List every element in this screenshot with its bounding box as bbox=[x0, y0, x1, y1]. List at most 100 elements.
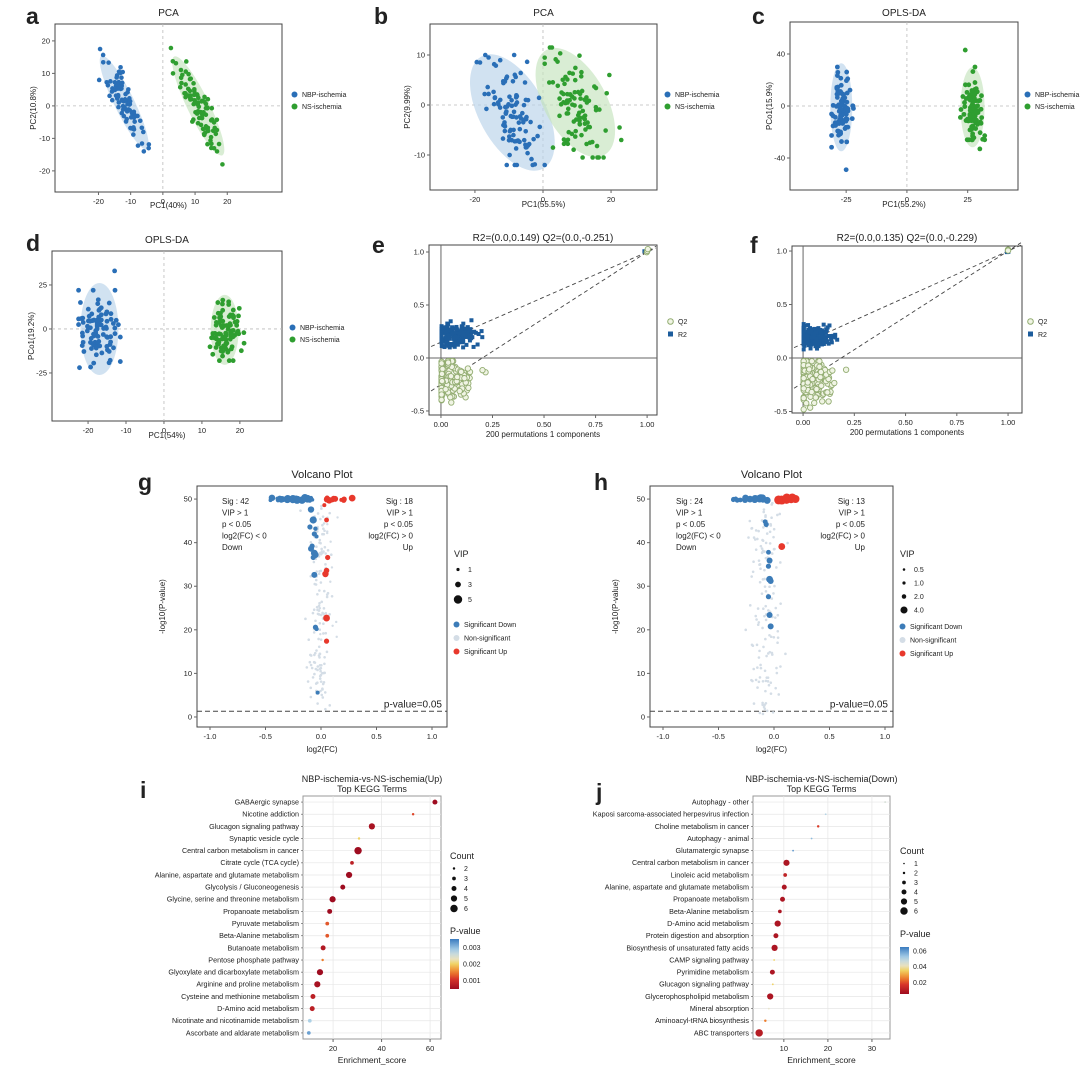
kegg-term-label: Autophagy - animal bbox=[687, 834, 749, 843]
kegg-dot bbox=[778, 909, 782, 914]
y-tick-label: 0 bbox=[46, 101, 50, 110]
kegg-term-label: Glucagon signaling pathway bbox=[659, 980, 749, 989]
annotation-line: p < 0.05 bbox=[836, 520, 866, 529]
x-tick-label: -20 bbox=[470, 195, 481, 204]
y-tick-label: 50 bbox=[637, 495, 645, 504]
kegg-term-label: Pentose phosphate pathway bbox=[208, 955, 299, 964]
colorbar-title: P-value bbox=[900, 929, 931, 939]
panel-i: i NBP-ischemia-vs-NS-ischemia(Up) Top KEGG… bbox=[110, 770, 560, 1069]
size-legend-label: 3 bbox=[914, 880, 918, 887]
x-tick-label: -1.0 bbox=[204, 732, 217, 741]
annotation-line: p < 0.05 bbox=[384, 520, 414, 529]
x-tick-label: 0.75 bbox=[588, 420, 603, 429]
panel-h: h Volcano Plot p-value=0.05 -1.0 -0.5 0.0 0.5 1… bbox=[560, 460, 1080, 760]
data-point bbox=[324, 517, 329, 523]
data-point bbox=[607, 72, 612, 78]
kegg-dot bbox=[314, 981, 321, 988]
size-legend-title: Count bbox=[900, 846, 925, 856]
kegg-term-label: GABAergic synapse bbox=[235, 797, 299, 806]
kegg-dot bbox=[340, 884, 346, 890]
legend-item-label: Q2 bbox=[1038, 319, 1047, 326]
panel-title: Top KEGG Terms bbox=[337, 784, 407, 794]
data-point bbox=[323, 614, 330, 622]
kegg-term-label: Propanoate metabolism bbox=[673, 895, 749, 904]
kegg-dot bbox=[329, 896, 336, 903]
scatter-points bbox=[76, 268, 247, 371]
y-tick-label: 40 bbox=[777, 49, 785, 58]
kegg-term-label: Glycolysis / Gluconeogenesis bbox=[205, 883, 299, 892]
panel-title: Volcano Plot bbox=[291, 469, 352, 481]
y-tick-label: 0 bbox=[421, 101, 425, 110]
confidence-ellipse bbox=[535, 47, 616, 158]
panel-i-chart: i NBP-ischemia-vs-NS-ischemia(Up)Top KEGG… bbox=[140, 774, 481, 1065]
legend: VIP 1 3 5 Significant Down Non-significant Sig… bbox=[453, 549, 516, 656]
x-tick-label: 40 bbox=[377, 1044, 385, 1053]
y-tick-label: 0 bbox=[641, 712, 645, 721]
colorbar-tick-label: 0.001 bbox=[463, 978, 481, 985]
size-legend-label: 6 bbox=[914, 909, 918, 916]
kegg-dot bbox=[780, 896, 785, 902]
data-point bbox=[977, 146, 983, 152]
x-tick-label: 0.00 bbox=[434, 420, 449, 429]
data-point bbox=[765, 594, 772, 600]
x-tick-label: -20 bbox=[83, 426, 94, 435]
x-tick-label: -25 bbox=[841, 195, 852, 204]
size-legend-label: 4 bbox=[464, 886, 468, 893]
y-tick-label: 1.0 bbox=[777, 247, 787, 256]
y-tick-label: -10 bbox=[414, 151, 425, 160]
kegg-term-label: Nicotine addiction bbox=[242, 810, 299, 819]
legend-item-label: NS-ischemia bbox=[675, 104, 715, 111]
y-tick-label: 10 bbox=[42, 69, 50, 78]
x-tick-label: 0.50 bbox=[898, 418, 913, 427]
panel-title: NBP-ischemia-vs-NS-ischemia(Down) bbox=[745, 774, 897, 784]
kegg-dot bbox=[773, 933, 779, 939]
kegg-term-label: D-Amino acid metabolism bbox=[217, 1004, 299, 1013]
kegg-dot bbox=[345, 871, 353, 879]
y-axis-label: PC2(9.99%) bbox=[403, 85, 412, 129]
panel-d-chart: d OPLS-DA -20 -10 0 10 20 -25 0 25 PC1(54%) PCo1(19… bbox=[26, 230, 344, 440]
data-point bbox=[617, 125, 622, 130]
y-tick-label: -40 bbox=[774, 154, 785, 163]
kegg-term-label: Aminoacyl-tRNA biosynthesis bbox=[655, 1016, 749, 1025]
size-legend-title: Count bbox=[450, 851, 475, 861]
y-tick-label: 20 bbox=[184, 625, 192, 634]
x-axis-label: PC1(54%) bbox=[149, 431, 186, 440]
data-point bbox=[322, 570, 329, 578]
panel-d: d OPLS-DA -20 -10 0 10 20 -25 0 25 PC1(54%) PCo1(19… bbox=[0, 225, 360, 455]
plot-body bbox=[429, 245, 657, 415]
kegg-term-label: Citrate cycle (TCA cycle) bbox=[220, 858, 299, 867]
kegg-term-label: Central carbon metabolism in cancer bbox=[632, 858, 750, 867]
y-tick-label: 10 bbox=[417, 51, 425, 60]
x-tick-label: 1.00 bbox=[640, 420, 655, 429]
legend-item-label: R2 bbox=[678, 332, 687, 339]
pvalue-cutoff-label: p-value=0.05 bbox=[384, 699, 443, 710]
panel-j-chart: j NBP-ischemia-vs-NS-ischemia(Down)Top KE… bbox=[593, 774, 931, 1065]
panel-letter: b bbox=[374, 3, 388, 29]
y-tick-label: 0.0 bbox=[414, 353, 424, 362]
legend-item-label: Non-significant bbox=[464, 636, 510, 643]
annotation-line: Sig : 42 bbox=[222, 497, 250, 506]
kegg-dot bbox=[774, 920, 781, 927]
panel-g: g Volcano Plot p-value=0.05 -1.0 -0.5 0.0 0.5 1… bbox=[110, 460, 560, 760]
x-tick-label: 20 bbox=[329, 1044, 337, 1053]
legend: Q2 R2 bbox=[1027, 318, 1047, 339]
x-tick-label: 20 bbox=[824, 1044, 832, 1053]
data-point bbox=[763, 521, 769, 527]
x-tick-label: 0.25 bbox=[847, 418, 862, 427]
kegg-dot bbox=[755, 1029, 763, 1037]
y-tick-label: 30 bbox=[637, 582, 645, 591]
y-tick-label: 30 bbox=[184, 582, 192, 591]
y-tick-label: 0.0 bbox=[777, 354, 787, 363]
y-tick-label: -10 bbox=[39, 134, 50, 143]
size-legend-label: 6 bbox=[464, 906, 468, 913]
size-legend-label: 5 bbox=[464, 896, 468, 903]
panel-title: OPLS-DA bbox=[882, 8, 926, 19]
annotation-line: log2(FC) < 0 bbox=[222, 532, 267, 541]
data-point bbox=[307, 524, 313, 530]
size-legend-label: 0.5 bbox=[914, 567, 924, 574]
size-legend-label: 3 bbox=[468, 582, 472, 589]
annotation-line: VIP > 1 bbox=[676, 509, 703, 518]
colorbar-title: P-value bbox=[450, 926, 481, 936]
panel-a-chart: a PCA -20 -10 0 10 20 -20 -10 0 10 20 PC1(40%) PC2(10… bbox=[26, 3, 346, 210]
